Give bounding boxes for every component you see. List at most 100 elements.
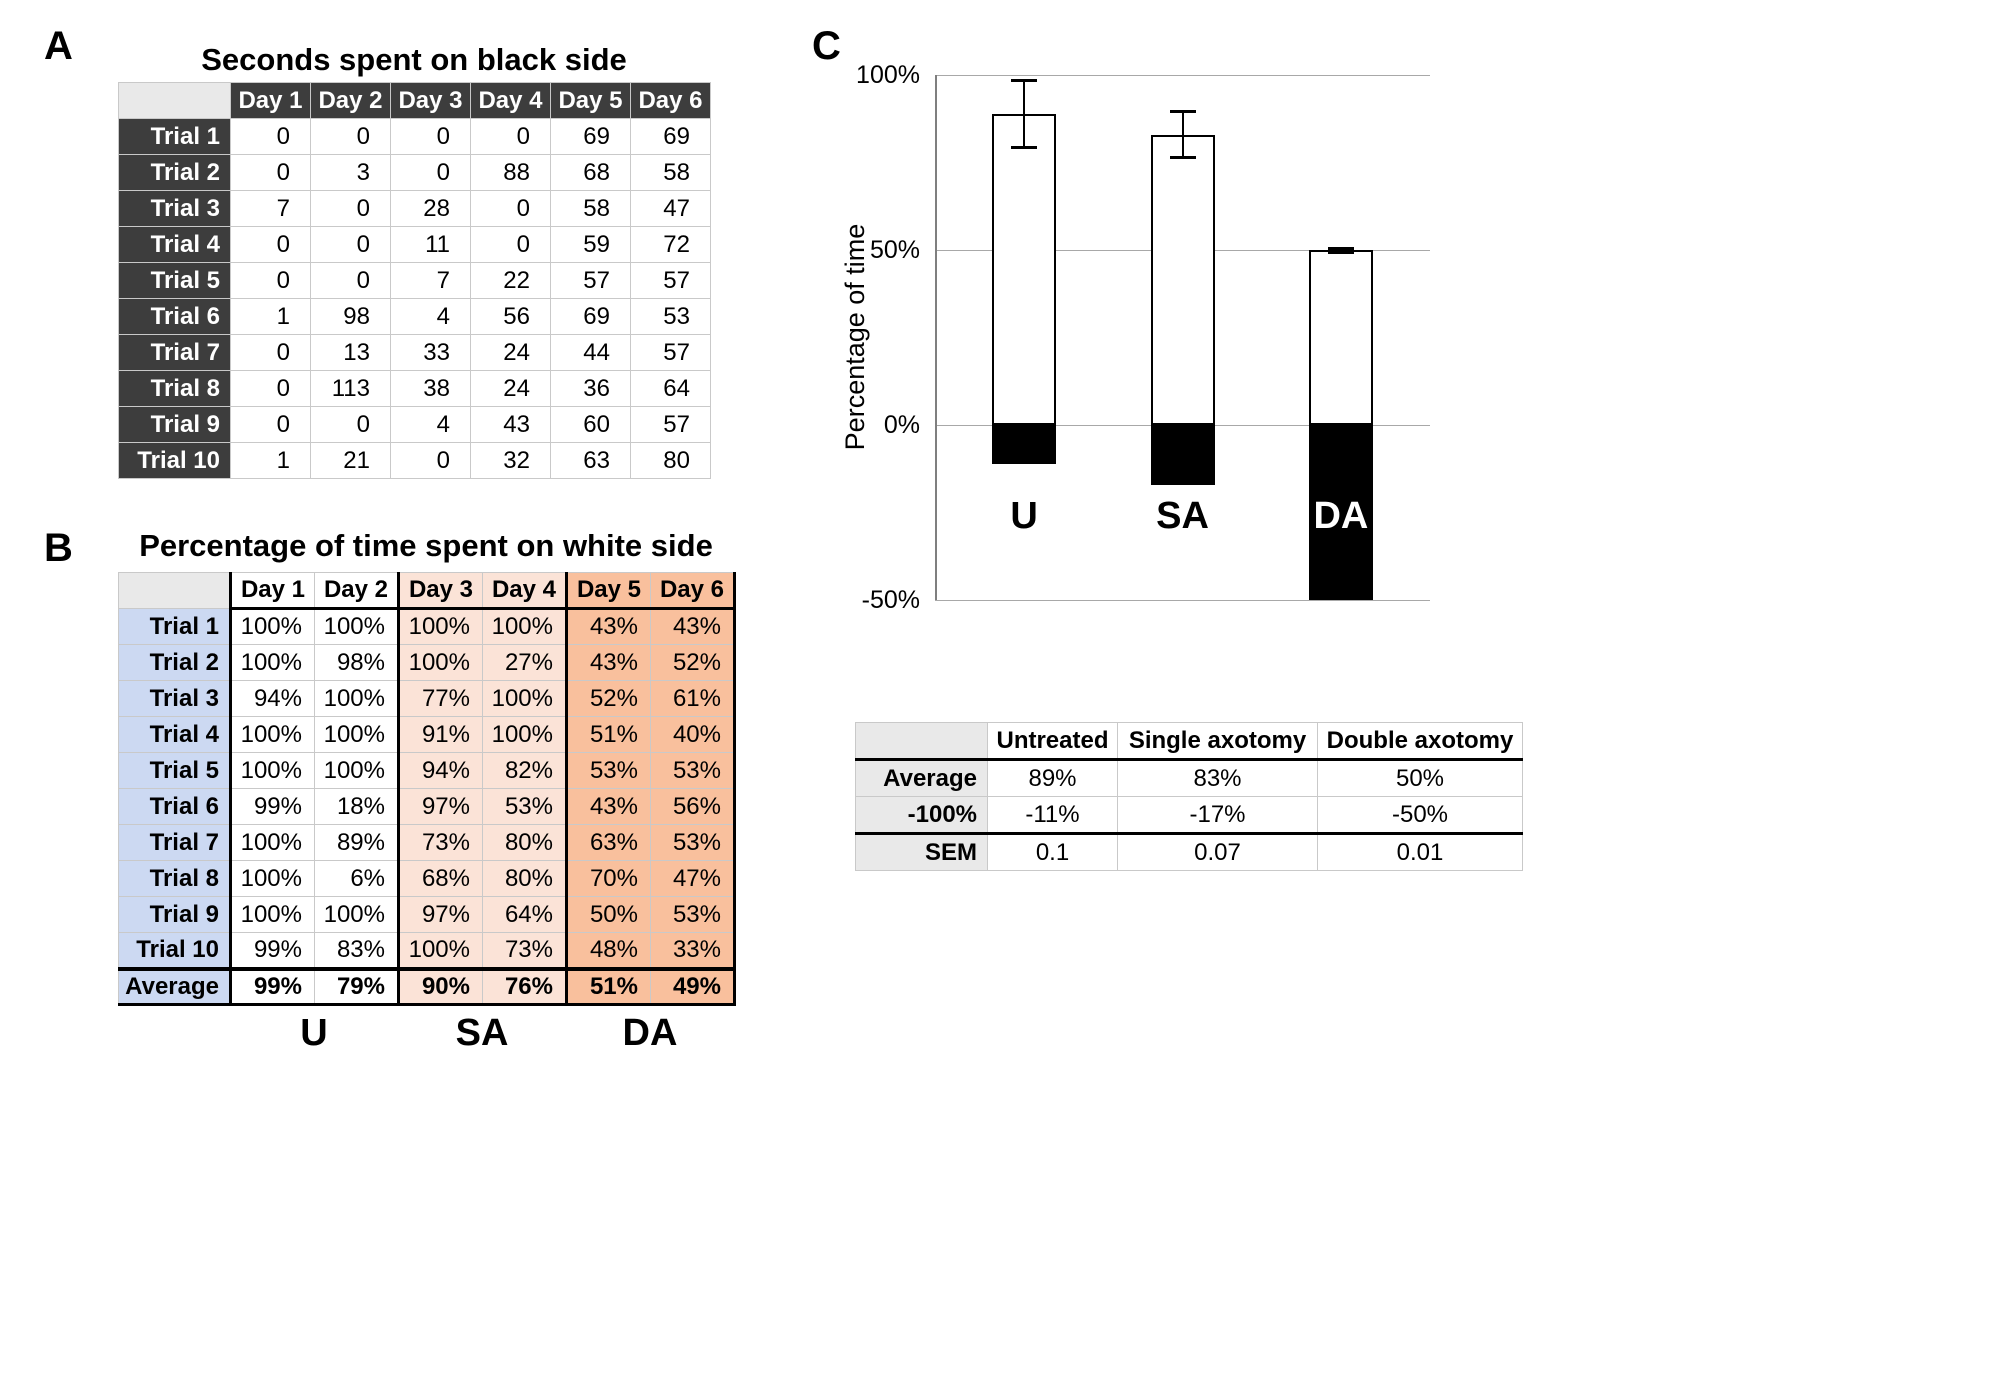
y-tick-label: -50% [861,586,920,614]
seconds-value-cell: 13 [310,334,391,371]
seconds-value-cell: 56 [470,298,551,335]
percent-value-cell: 43% [565,608,651,645]
y-axis-tick-labels: 100% 50% 0% -50% [840,61,920,614]
seconds-value-cell: 4 [390,298,471,335]
gridline [935,75,1430,76]
y-tick-label: 100% [856,61,920,89]
percent-value-cell: 94% [397,752,483,789]
seconds-value-cell: 72 [630,226,711,263]
seconds-value-cell: 98 [310,298,391,335]
stat-value-cell: 0.1 [987,833,1118,871]
average-value-cell: 76% [482,968,567,1005]
trial-row: Trial 4 0 0 11 0 59 72 [118,226,711,263]
panel-a-title: Seconds spent on black side [201,42,627,77]
percent-value-cell: 100% [314,680,399,717]
percent-value-cell: 73% [482,932,567,969]
stat-value-cell: -17% [1117,796,1318,834]
seconds-value-cell: 1 [230,298,311,335]
seconds-value-cell: 80 [630,442,711,479]
condition-group-labels: U SA DA [230,1012,734,1055]
trial-row: Trial 6 1 98 4 56 69 53 [118,298,711,335]
trial-row-label: Trial 8 [118,860,231,897]
percent-value-cell: 40% [650,716,736,753]
gridline [935,600,1430,601]
percent-value-cell: 18% [314,788,399,825]
condition-column-header: Double axotomy [1317,722,1523,760]
seconds-value-cell: 47 [630,190,711,227]
seconds-value-cell: 0 [230,262,311,299]
header-row: Day 1 Day 2 Day 3 Day 4 Day 5 Day 6 [118,82,711,119]
percent-value-cell: 53% [650,752,736,789]
stat-row-label: SEM [855,833,988,871]
seconds-value-cell: 0 [310,262,391,299]
percent-value-cell: 53% [565,752,651,789]
seconds-value-cell: 69 [550,118,631,155]
percent-value-cell: 100% [229,716,315,753]
seconds-value-cell: 0 [230,406,311,443]
percent-value-cell: 100% [397,644,483,681]
stat-value-cell: 0.07 [1117,833,1318,871]
trial-row: Trial 10 1 21 0 32 63 80 [118,442,711,479]
trial-row-label: Trial 5 [118,752,231,789]
seconds-value-cell: 57 [550,262,631,299]
seconds-value-cell: 32 [470,442,551,479]
percent-value-cell: 91% [397,716,483,753]
percent-value-cell: 80% [482,860,567,897]
bar-below-zero [992,425,1057,464]
trial-row-label: Trial 4 [118,226,231,263]
corner-cell [118,572,231,609]
trial-row-label: Trial 4 [118,716,231,753]
stat-value-cell: 50% [1317,759,1523,797]
error-bar-cap-top [1169,110,1196,113]
seconds-value-cell: 113 [310,370,391,407]
percent-value-cell: 100% [397,932,483,969]
seconds-value-cell: 43 [470,406,551,443]
seconds-value-cell: 69 [550,298,631,335]
stat-row: SEM 0.1 0.07 0.01 [855,833,1523,871]
day-column-header: Day 4 [482,572,567,610]
trial-row: Trial 3 7 0 28 0 58 47 [118,190,711,227]
seconds-value-cell: 58 [630,154,711,191]
seconds-value-cell: 0 [230,118,311,155]
error-bar-cap-bottom [1169,156,1196,159]
day-column-header: Day 2 [310,82,391,119]
trial-row-label: Trial 1 [118,608,231,645]
group-label: DA [622,1012,678,1054]
percent-value-cell: 100% [229,860,315,897]
percent-value-cell: 43% [565,788,651,825]
day-column-header: Day 5 [565,572,651,610]
trial-row: Trial 10 99% 83% 100% 73% 48% 33% [118,932,736,969]
percent-value-cell: 100% [482,608,567,645]
percent-value-cell: 33% [650,932,736,969]
seconds-value-cell: 57 [630,262,711,299]
percent-value-cell: 100% [229,644,315,681]
percent-value-cell: 89% [314,824,399,861]
day-column-header: Day 1 [229,572,315,610]
seconds-value-cell: 7 [390,262,471,299]
percent-value-cell: 70% [565,860,651,897]
panel-c-label: C [812,24,841,68]
percent-value-cell: 52% [565,680,651,717]
stat-value-cell: 83% [1117,759,1318,797]
trial-row-label: Trial 3 [118,190,231,227]
bar-below-zero [1308,425,1373,600]
trial-row-label: Trial 10 [118,932,231,969]
seconds-value-cell: 63 [550,442,631,479]
percent-value-cell: 61% [650,680,736,717]
percent-value-cell: 83% [314,932,399,969]
trial-row-label: Trial 10 [118,442,231,479]
trial-row: Trial 7 100% 89% 73% 80% 63% 53% [118,824,736,861]
category-label: U [1010,495,1038,537]
stat-row: Average 89% 83% 50% [855,759,1523,797]
percent-value-cell: 100% [229,896,315,933]
trial-row: Trial 7 0 13 33 24 44 57 [118,334,711,371]
percent-value-cell: 100% [397,608,483,645]
trial-row: Trial 8 0 113 38 24 36 64 [118,370,711,407]
percent-value-cell: 98% [314,644,399,681]
percent-value-cell: 100% [229,824,315,861]
day-column-header: Day 6 [630,82,711,119]
panel-b-title: Percentage of time spent on white side [139,528,713,563]
stat-value-cell: 0.01 [1317,833,1523,871]
seconds-value-cell: 0 [470,118,551,155]
